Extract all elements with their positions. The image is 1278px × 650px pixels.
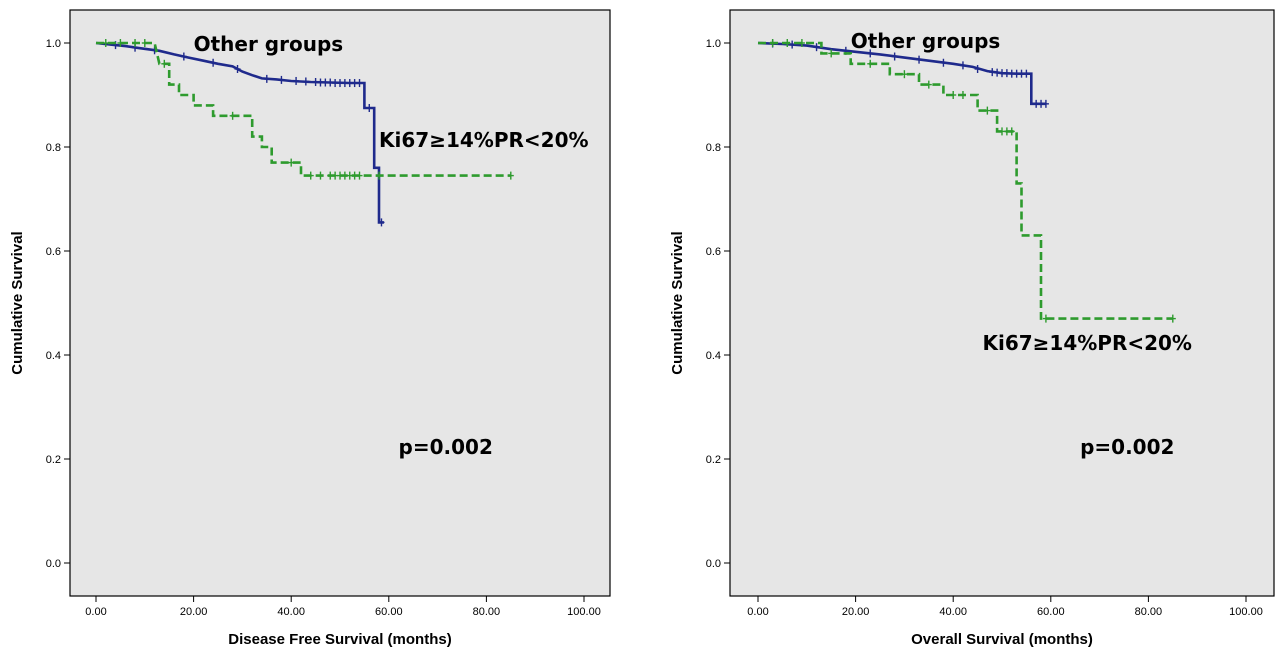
x-tick-label: 80.00: [1135, 606, 1163, 618]
x-tick-label: 0.00: [85, 606, 106, 618]
censor-mark: [302, 77, 309, 86]
censor-mark: [1023, 69, 1030, 78]
censor-mark: [798, 39, 805, 47]
censor-mark: [378, 218, 385, 227]
x-tick-label: 0.00: [747, 606, 768, 618]
annotation-label: Other groups: [194, 32, 344, 56]
censor-mark: [784, 39, 791, 47]
censor-mark: [916, 55, 923, 64]
censor-mark: [366, 104, 373, 112]
annotation-label: Ki67≥14%PR<20%: [379, 128, 589, 152]
plot-area: [729, 9, 1275, 597]
y-tick-label: 1.0: [46, 38, 61, 50]
censor-mark: [901, 70, 908, 79]
censor-mark: [288, 158, 295, 167]
x-tick-label: 20.00: [842, 606, 870, 618]
y-tick-label: 0.8: [46, 142, 61, 154]
y-tick-label: 0.4: [706, 350, 721, 362]
censor-mark: [891, 52, 898, 61]
chart-panel-2: 0.00 20.00 40.00 60.00 80.00 100.00 0.0 0.2 0.4 0…: [669, 9, 1275, 648]
y-axis-title: Cumulative Survival: [9, 231, 26, 374]
censor-mark: [925, 80, 932, 89]
censor-mark: [984, 106, 991, 115]
x-tick-label: 100.00: [567, 606, 601, 618]
censor-mark: [180, 52, 187, 61]
survival-curve-1: [95, 41, 384, 224]
x-tick-label: 80.00: [473, 606, 501, 618]
annotation-label: p=0.002: [399, 435, 493, 459]
x-tick-label: 100.00: [1229, 606, 1263, 618]
censor-mark: [132, 39, 139, 47]
x-axis-title: Overall Survival (months): [911, 631, 1093, 648]
censor-mark: [356, 79, 363, 88]
annotation-label: Other groups: [851, 29, 1001, 53]
censor-mark: [1042, 314, 1049, 323]
censor-mark: [813, 43, 820, 52]
y-tick-label: 0.2: [46, 454, 61, 466]
y-tick-label: 1.0: [706, 38, 721, 50]
x-tick-label: 60.00: [375, 606, 403, 618]
x-tick-label: 40.00: [277, 606, 305, 618]
censor-mark: [507, 171, 514, 180]
censor-mark: [307, 171, 314, 180]
plot-area: [69, 9, 611, 597]
censor-mark: [141, 39, 148, 47]
censor-mark: [789, 40, 796, 49]
y-tick-label: 0.6: [46, 246, 61, 258]
censor-mark: [117, 39, 124, 47]
x-tick-label: 60.00: [1037, 606, 1065, 618]
y-tick-label: 0.0: [706, 558, 721, 570]
y-tick-label: 0.6: [706, 246, 721, 258]
survival-curve-2: [96, 41, 511, 177]
y-axis-title: Cumulative Survival: [669, 231, 686, 374]
censor-mark: [317, 171, 324, 180]
y-tick-label: 0.8: [706, 142, 721, 154]
censor-mark: [950, 91, 957, 99]
censor-mark: [828, 49, 835, 58]
censor-mark: [959, 61, 966, 70]
x-tick-label: 40.00: [939, 606, 967, 618]
censor-mark: [940, 58, 947, 67]
censor-mark: [974, 65, 981, 73]
censor-mark: [161, 59, 168, 68]
censor-mark: [376, 171, 383, 180]
censor-mark: [229, 111, 236, 120]
censor-mark: [1042, 99, 1049, 108]
annotation-label: p=0.002: [1080, 435, 1174, 459]
y-tick-label: 0.0: [46, 558, 61, 570]
x-axis-title: Disease Free Survival (months): [228, 631, 451, 648]
y-tick-label: 0.4: [46, 350, 61, 362]
chart-panel-1: 0.00 20.00 40.00 60.00 80.00 100.00 0.0 0.2 0.4 0…: [9, 9, 611, 648]
censor-mark: [234, 65, 241, 73]
censor-mark: [293, 76, 300, 85]
censor-mark: [263, 74, 270, 83]
censor-mark: [278, 75, 285, 84]
censor-mark: [1008, 127, 1015, 136]
y-tick-label: 0.2: [706, 454, 721, 466]
censor-mark: [867, 59, 874, 68]
censor-mark: [1169, 314, 1176, 323]
censor-mark: [210, 58, 217, 67]
censor-mark: [959, 91, 966, 99]
annotation-label: Ki67≥14%PR<20%: [982, 331, 1192, 355]
censor-mark: [356, 171, 363, 180]
censor-mark: [102, 39, 109, 47]
x-tick-label: 20.00: [180, 606, 208, 618]
censor-mark: [867, 49, 874, 58]
censor-mark: [769, 39, 776, 47]
